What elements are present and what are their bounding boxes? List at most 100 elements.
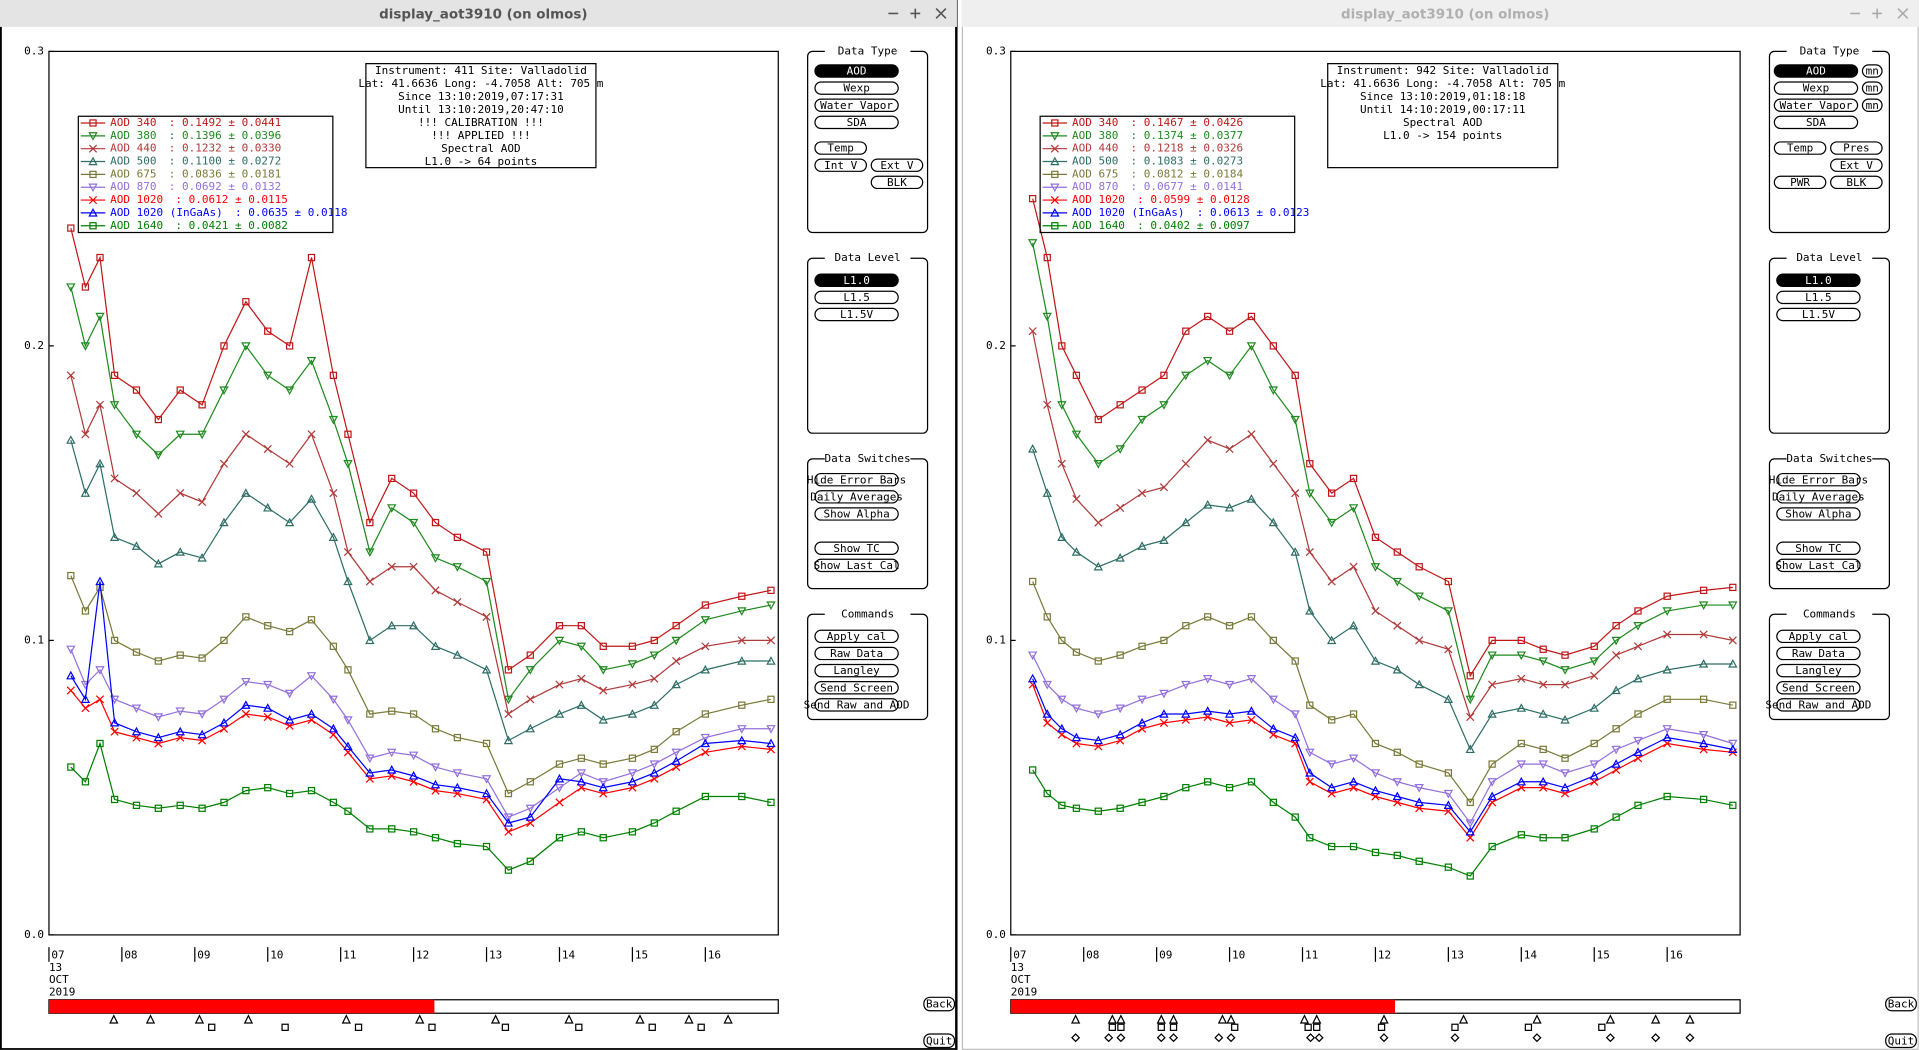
button[interactable]	[814, 115, 899, 130]
button[interactable]	[1776, 698, 1861, 712]
button[interactable]	[814, 680, 899, 695]
marker	[737, 607, 747, 616]
button-label: SDA	[847, 116, 867, 129]
button[interactable]	[1776, 490, 1861, 504]
legend-entry: AOD 1020 (InGaAs): 0.0613 ± 0.0123	[1072, 206, 1309, 219]
button[interactable]	[814, 558, 899, 573]
maximize-button[interactable]	[1872, 8, 1883, 19]
marker	[80, 342, 91, 351]
button[interactable]	[814, 646, 899, 661]
button[interactable]	[1773, 115, 1859, 130]
button[interactable]	[814, 698, 899, 712]
button[interactable]	[1773, 141, 1827, 155]
back-button[interactable]	[1885, 996, 1917, 1012]
button[interactable]	[1773, 175, 1827, 190]
marker	[737, 735, 747, 745]
marker	[700, 738, 711, 748]
timeline-marker	[490, 1014, 501, 1024]
marker	[701, 642, 710, 651]
marker	[1181, 517, 1191, 527]
legend-stats: : 0.1083 ± 0.0273	[1131, 155, 1244, 168]
marker	[430, 554, 441, 563]
side-button[interactable]	[1861, 98, 1883, 112]
button[interactable]	[1773, 81, 1859, 95]
marker	[1326, 518, 1337, 528]
marker	[672, 656, 681, 666]
marker	[1698, 730, 1709, 740]
button[interactable]	[1776, 646, 1861, 661]
button[interactable]	[814, 663, 899, 678]
back-label: Back	[926, 998, 953, 1011]
button[interactable]	[1773, 98, 1859, 112]
marker	[1348, 776, 1359, 786]
marker	[576, 700, 587, 709]
marker	[1181, 459, 1190, 468]
back-button[interactable]	[923, 996, 956, 1012]
button[interactable]	[1776, 558, 1861, 573]
marker	[452, 563, 463, 572]
button[interactable]	[1773, 64, 1859, 78]
button[interactable]	[814, 541, 899, 555]
button[interactable]	[1830, 158, 1883, 172]
button[interactable]	[1776, 541, 1861, 555]
marker	[1268, 386, 1279, 396]
button[interactable]	[1830, 175, 1883, 190]
button[interactable]	[814, 507, 899, 521]
button[interactable]	[1776, 307, 1861, 322]
button-label: Raw Data	[830, 647, 883, 660]
button[interactable]	[814, 158, 867, 172]
close-button[interactable]	[1897, 8, 1909, 19]
marker	[66, 645, 76, 655]
marker	[306, 494, 317, 503]
button[interactable]	[1776, 273, 1861, 287]
button[interactable]	[814, 98, 899, 112]
marker	[526, 857, 534, 865]
button[interactable]	[814, 290, 899, 305]
marker	[387, 620, 397, 630]
marker	[153, 451, 164, 460]
marker	[1393, 548, 1401, 556]
button[interactable]	[814, 273, 899, 287]
button[interactable]	[814, 307, 899, 322]
marker	[627, 709, 638, 718]
window: display_aot3910 (on olmos) 0.0 0.1 0.2 0.3 07…	[0, 0, 958, 1050]
button-label: AOD	[847, 65, 867, 78]
marker	[1488, 680, 1497, 689]
button[interactable]	[814, 472, 899, 487]
button[interactable]	[1776, 290, 1861, 305]
side-button[interactable]	[1861, 81, 1883, 95]
legend-entry: AOD 870: 0.0692 ± 0.0132	[110, 180, 281, 193]
marker	[1027, 673, 1038, 683]
marker	[766, 636, 776, 645]
button[interactable]	[814, 490, 899, 504]
button[interactable]	[814, 629, 899, 644]
button[interactable]	[1776, 663, 1861, 678]
marker	[1414, 679, 1424, 689]
button[interactable]	[870, 158, 924, 172]
side-button[interactable]	[1861, 64, 1883, 78]
marker	[110, 371, 119, 380]
button[interactable]	[1776, 680, 1861, 695]
button[interactable]	[1830, 141, 1883, 155]
button[interactable]	[814, 81, 899, 95]
marker	[365, 577, 374, 586]
marker	[1561, 834, 1569, 842]
maximize-button[interactable]	[910, 8, 921, 19]
button[interactable]	[1776, 507, 1861, 521]
button-label: Wexp	[843, 82, 870, 95]
button[interactable]	[1776, 472, 1861, 487]
button[interactable]	[1776, 629, 1861, 644]
marker	[1414, 592, 1424, 602]
quit-button[interactable]	[923, 1033, 956, 1049]
close-button[interactable]	[935, 8, 947, 19]
button[interactable]	[870, 175, 924, 190]
quit-button[interactable]	[1885, 1033, 1917, 1049]
marker	[1225, 327, 1234, 335]
x-tick-label: 16	[1670, 949, 1683, 962]
marker	[1160, 371, 1168, 380]
button[interactable]	[814, 64, 899, 78]
button[interactable]	[814, 141, 867, 155]
legend-name: AOD 500	[110, 155, 156, 168]
marker	[307, 430, 316, 439]
button-label: BLK	[1846, 176, 1866, 189]
